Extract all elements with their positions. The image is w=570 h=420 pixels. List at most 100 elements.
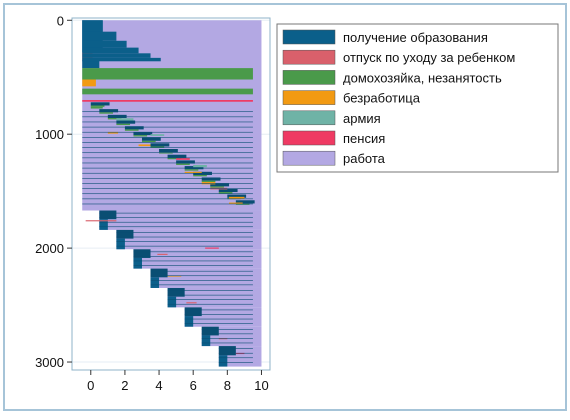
sequence-stripe <box>218 352 253 354</box>
sequence-stripe <box>116 245 253 247</box>
education-block <box>116 229 134 239</box>
sequence-stripe <box>184 323 253 324</box>
home-step <box>201 180 216 183</box>
education-block <box>167 287 185 297</box>
sequence-stripe <box>116 232 253 233</box>
sequence-stripe <box>82 152 253 154</box>
sequence-stripe <box>82 121 253 123</box>
education-block <box>99 219 108 230</box>
education-step <box>82 47 139 54</box>
legend-label-work: работа <box>343 151 386 166</box>
unemp-block <box>82 79 96 87</box>
sequence-stripe <box>201 328 253 330</box>
state-accent <box>186 302 197 304</box>
education-step <box>150 143 170 147</box>
home-step <box>193 174 207 177</box>
state-accent <box>107 131 119 134</box>
x-tick-label: 8 <box>224 378 231 393</box>
education-step <box>82 31 117 41</box>
legend-swatch-home <box>282 70 336 85</box>
state-accent <box>205 247 219 249</box>
legend: получение образования отпуск по уходу за … <box>276 23 559 173</box>
education-block <box>133 257 142 269</box>
sequence-stripe <box>82 188 253 189</box>
home-step <box>167 157 182 160</box>
education-step <box>82 20 103 32</box>
state-accent <box>90 106 103 109</box>
home-step <box>218 192 233 194</box>
sequence-stripe <box>201 342 253 344</box>
education-step <box>124 126 144 130</box>
education-step <box>218 188 238 193</box>
education-step <box>99 109 119 113</box>
figure-border <box>3 3 567 411</box>
y-tick-label: 3000 <box>35 355 64 370</box>
sequence-stripe <box>167 303 253 305</box>
work-block <box>184 307 262 327</box>
home-step <box>210 186 224 188</box>
education-step <box>133 131 153 136</box>
legend-label-leave: отпуск по уходу за ребенком <box>343 50 515 65</box>
education-block <box>133 249 151 258</box>
education-block <box>116 238 125 250</box>
education-block <box>218 346 236 356</box>
sequence-stripe <box>133 260 253 262</box>
x-tick-label: 2 <box>121 378 128 393</box>
state-accent <box>184 171 202 174</box>
education-block <box>184 316 194 327</box>
sequence-stripe <box>150 284 253 286</box>
sequence-stripe <box>184 318 253 320</box>
state-accent <box>85 220 117 222</box>
home-step <box>107 118 122 120</box>
sequence-stripe <box>82 193 253 195</box>
sequence-stripe <box>82 157 253 159</box>
education-step <box>82 40 127 48</box>
legend-label-edu: получение образования <box>343 30 488 45</box>
state-accent <box>116 118 134 121</box>
y-tick-label: 2000 <box>35 241 64 256</box>
work-block <box>116 229 262 250</box>
retire-block <box>82 100 253 102</box>
sequence-stripe <box>201 338 253 339</box>
x-tick-label: 0 <box>87 378 94 393</box>
education-block <box>150 268 168 278</box>
education-block <box>167 296 177 308</box>
home-step <box>116 123 131 126</box>
home-step <box>90 105 105 107</box>
sequence-stripe <box>116 236 253 238</box>
state-accent <box>138 144 151 147</box>
education-step <box>82 57 161 62</box>
sequence-stripe <box>99 221 253 223</box>
home-step <box>150 146 165 148</box>
education-step <box>141 137 161 141</box>
sequence-stripe <box>218 362 253 363</box>
home-step <box>184 169 199 171</box>
x-tick-label: 6 <box>190 378 197 393</box>
legend-swatch-edu <box>282 29 336 45</box>
sequence-stripe <box>82 178 253 179</box>
sequence-stripe <box>201 333 253 335</box>
education-block <box>201 335 211 347</box>
sequence-stripe <box>82 131 253 133</box>
sequence-stripe <box>184 309 253 311</box>
y-tick-label: 1000 <box>35 127 64 142</box>
legend-label-army: армия <box>343 111 381 126</box>
sequence-stripe <box>184 314 253 315</box>
legend-swatch-army <box>282 110 336 126</box>
education-step <box>90 102 110 106</box>
education-step <box>184 166 204 170</box>
education-block <box>184 307 202 317</box>
education-step <box>159 149 178 153</box>
sequence-stripe <box>82 203 253 205</box>
education-step <box>82 53 151 58</box>
state-accent <box>150 134 165 136</box>
sequence-stripe <box>150 275 253 277</box>
y-tick-label: 0 <box>57 13 64 28</box>
sequence-stripe <box>82 137 253 138</box>
legend-label-unemp: безработица <box>343 91 421 106</box>
home-step <box>176 163 190 165</box>
education-step <box>167 154 187 158</box>
home-step <box>124 129 139 131</box>
legend-label-home: домохозяйка, незанятость <box>343 70 502 85</box>
